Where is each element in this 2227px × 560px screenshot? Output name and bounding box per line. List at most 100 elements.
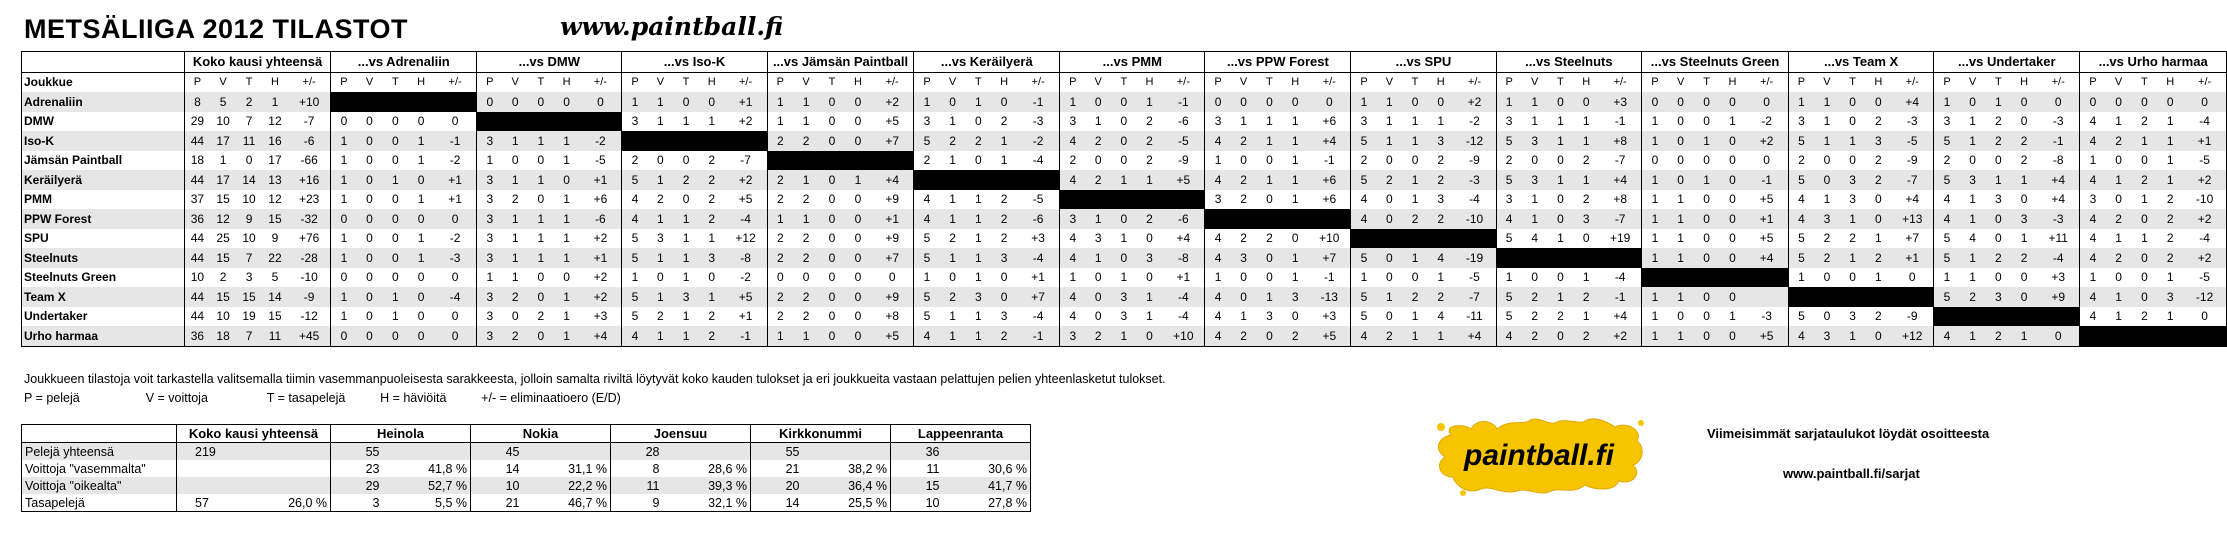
team-name[interactable]: PPW Forest bbox=[21, 209, 185, 229]
total-cell: 12 bbox=[210, 209, 237, 229]
vs-cell: 0 bbox=[356, 209, 383, 229]
total-cell: 11 bbox=[262, 326, 288, 346]
info-link[interactable]: www.paintball.fi/sarjat bbox=[1783, 466, 1920, 481]
team-row[interactable]: Urho harmaa 36 18 7 11 +45 0 0 0 0 0 3 2 0 1 +4 4 1 1 2 -1 1 1… bbox=[21, 326, 2227, 346]
team-name[interactable]: Steelnuts Green bbox=[24, 270, 117, 285]
vs-cell: -4 bbox=[1162, 287, 1205, 307]
team-row[interactable]: Undertaker 44 10 19 15 -12 1 0 1 0 0 3 0 2 1 +3 5 2 1 2 +1 2 2… bbox=[22, 306, 2227, 326]
total-cell: 16 bbox=[262, 131, 288, 151]
subheader-cell: +/- bbox=[1905, 76, 1919, 89]
team-name[interactable]: Jämsän Paintball bbox=[24, 153, 123, 168]
summary-count: 45 bbox=[470, 442, 523, 460]
vs-cell: 1 bbox=[682, 270, 690, 285]
vs-cell: +11 bbox=[2048, 231, 2068, 246]
vs-cell: 0 bbox=[828, 192, 836, 207]
vs-cell: 2 bbox=[2105, 209, 2132, 229]
summary-column-header: Joensuu bbox=[610, 424, 751, 443]
total-cell: 15 bbox=[236, 287, 262, 307]
team-row[interactable]: Team X 44 15 15 14 -9 1 0 1 0 -4 3 2 0 1 +2 5 1 3 1 +5 2 2 0 0 +9… bbox=[21, 287, 2227, 307]
subheader-cell: V bbox=[802, 76, 810, 89]
vs-cell: -12 bbox=[2183, 287, 2227, 307]
vs-cell: 1 bbox=[330, 287, 357, 307]
paint-splash-shape bbox=[1437, 418, 1643, 494]
subheader-cell: +/- bbox=[593, 76, 607, 89]
total-cell: 37 bbox=[183, 189, 211, 209]
team-row[interactable]: PPW Forest 36 12 9 15 -32 0 0 0 0 0 3 1 1 1 -6 4 1 1 2 -4 1 1 0… bbox=[21, 209, 2227, 229]
vs-cell: 5 bbox=[621, 170, 648, 190]
summary-count: 28 bbox=[610, 442, 663, 460]
team-row[interactable]: Steelnuts 44 15 7 22 -28 1 0 0 1 -3 3 1 1 1 +1 5 1 1 3 -8 2 2 0… bbox=[21, 248, 2227, 268]
vs-cell: 3 bbox=[1136, 248, 1163, 268]
vs-cell: 0 bbox=[2115, 153, 2122, 168]
total-cell: 19 bbox=[242, 309, 256, 324]
team-name[interactable]: Keräilyerä bbox=[21, 170, 185, 190]
group-header: ...vs PMM bbox=[1059, 51, 1205, 73]
team-row[interactable]: PMM 37 15 10 12 +23 1 0 0 1 +1 3 2 0 1 +6 4 2 0 2 +5 2 2 0 0 +9 4 1… bbox=[22, 189, 2227, 209]
team-name[interactable]: Undertaker bbox=[24, 309, 88, 324]
subheader-cell: V bbox=[1823, 76, 1831, 89]
vs-cell: 0 bbox=[408, 326, 434, 346]
summary-percent: 31,1 % bbox=[568, 461, 607, 476]
vs-cell: 0 bbox=[1719, 209, 1746, 229]
vs-cell: -1 bbox=[1323, 153, 1335, 168]
vs-cell: 0 bbox=[417, 270, 425, 285]
vs-cell: 0 bbox=[1729, 231, 1736, 246]
vs-cell: 0 bbox=[1376, 209, 1403, 229]
vs-cell: 3 bbox=[1094, 231, 1102, 246]
vs-cell: 0 bbox=[1531, 153, 1538, 168]
team-row[interactable]: DMW 29 10 7 12 -7 0 0 0 0 0 3 1 1 1 +2 1 1 0 0 +5 3 1 0 2 -3 3 1 0 2-… bbox=[22, 111, 2227, 131]
vs-cell: 0 bbox=[408, 209, 434, 229]
vs-cell: 0 bbox=[2131, 92, 2158, 112]
vs-cell: 1 bbox=[330, 248, 357, 268]
vs-cell: 1 bbox=[330, 150, 357, 170]
vs-cell: 0 bbox=[1240, 153, 1247, 168]
team-name[interactable]: PMM bbox=[24, 192, 52, 207]
team-name[interactable]: Urho harmaa bbox=[21, 326, 185, 346]
team-name[interactable]: Steelnuts bbox=[21, 248, 185, 268]
team-row[interactable]: Adrenaliin 8 5 2 1 +10 0 0 0 0 0 1 1 0 0 +1 1 1 0 0 +2 1 0 1 0 -1… bbox=[21, 92, 2227, 112]
team-row[interactable]: Iso-K 44 17 11 16 -6 1 0 0 1 -1 3 1 1 1 -2 2 2 0 0 +7 5 2 2 1 -2 4… bbox=[21, 131, 2227, 151]
vs-cell: +2 bbox=[1453, 92, 1497, 112]
vs-cell: 1 bbox=[563, 153, 570, 168]
team-name[interactable]: Iso-K bbox=[21, 131, 185, 151]
team-name[interactable]: DMW bbox=[24, 114, 54, 129]
total-cell: 18 bbox=[183, 150, 211, 170]
summary-row-label: Voittoja "vasemmalta" bbox=[25, 461, 146, 476]
summary-count: 57 bbox=[176, 494, 235, 512]
vs-cell: 1 bbox=[553, 326, 580, 346]
total-cell: 5 bbox=[271, 270, 279, 285]
summary-row-label: Voittoja "oikealta" bbox=[21, 477, 177, 494]
vs-cell: 1 bbox=[1376, 131, 1403, 151]
team-row[interactable]: Keräilyerä 44 17 14 13 +16 1 0 1 0 +1 3 1 1 0 +1 5 1 2 2 +2 2… bbox=[21, 170, 2227, 190]
team-name[interactable]: Adrenaliin bbox=[21, 92, 185, 112]
paintball-logo[interactable]: paintball.fi bbox=[1433, 415, 1648, 497]
vs-cell: 1 bbox=[1969, 270, 1976, 285]
team-name[interactable]: SPU bbox=[24, 231, 49, 246]
group-header: ...vs Keräilyerä bbox=[913, 51, 1060, 73]
team-row[interactable]: Steelnuts Green 10 2 3 5 -10 0 0 0 0 0 1 1 0 0 +2 1 0 1 0 -2… bbox=[22, 267, 2227, 287]
vs-cell: 3 bbox=[698, 248, 725, 268]
subheader-cell: V bbox=[2114, 76, 2123, 89]
total-cell: 15 bbox=[268, 309, 282, 324]
vs-cell: 1 bbox=[975, 309, 982, 324]
team-row[interactable]: SPU 44 25 10 9 +76 1 0 0 1 -2 3 1 1 1 +2 5 3 1 1 +12 2 2 0 0 +9 5 2… bbox=[22, 228, 2227, 248]
vs-cell: 1 bbox=[1641, 248, 1668, 268]
team-row[interactable]: Jämsän Paintball 18 1 0 17 -66 1 0 0 1 -2 1 0 0 1 -5 2 0 0… bbox=[22, 150, 2227, 170]
summary-row-label: Tasapelejä bbox=[25, 495, 85, 510]
vs-cell: -19 bbox=[1453, 248, 1497, 268]
vs-cell: 0 bbox=[1719, 92, 1746, 112]
self-match-block bbox=[1059, 189, 1205, 209]
summary-count: 36 bbox=[890, 442, 943, 460]
vs-cell: 1 bbox=[1350, 92, 1377, 112]
vs-cell: 1 bbox=[1495, 92, 1522, 112]
vs-cell: 2 bbox=[1874, 114, 1882, 129]
vs-cell: 2 bbox=[802, 192, 810, 207]
vs-cell: 1 bbox=[476, 267, 503, 287]
team-name[interactable]: Team X bbox=[21, 287, 185, 307]
subheader-cell: V bbox=[1239, 76, 1248, 89]
vs-cell: +7 bbox=[1017, 287, 1060, 307]
summary-count: 55 bbox=[330, 442, 383, 460]
vs-cell: 0 bbox=[1677, 153, 1684, 168]
vs-cell: +2 bbox=[1599, 326, 1642, 346]
site-url[interactable]: www.paintball.fi bbox=[560, 12, 784, 41]
